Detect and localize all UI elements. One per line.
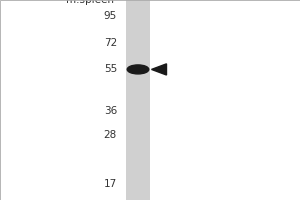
Text: m.spleen: m.spleen (66, 0, 114, 5)
Text: 17: 17 (104, 179, 117, 189)
Text: 55: 55 (104, 64, 117, 74)
Text: 72: 72 (104, 38, 117, 48)
Text: 36: 36 (104, 106, 117, 116)
Ellipse shape (127, 65, 149, 74)
Bar (126, 0, 150, 200)
Polygon shape (152, 64, 166, 75)
Text: 28: 28 (104, 130, 117, 140)
Text: 95: 95 (104, 11, 117, 21)
